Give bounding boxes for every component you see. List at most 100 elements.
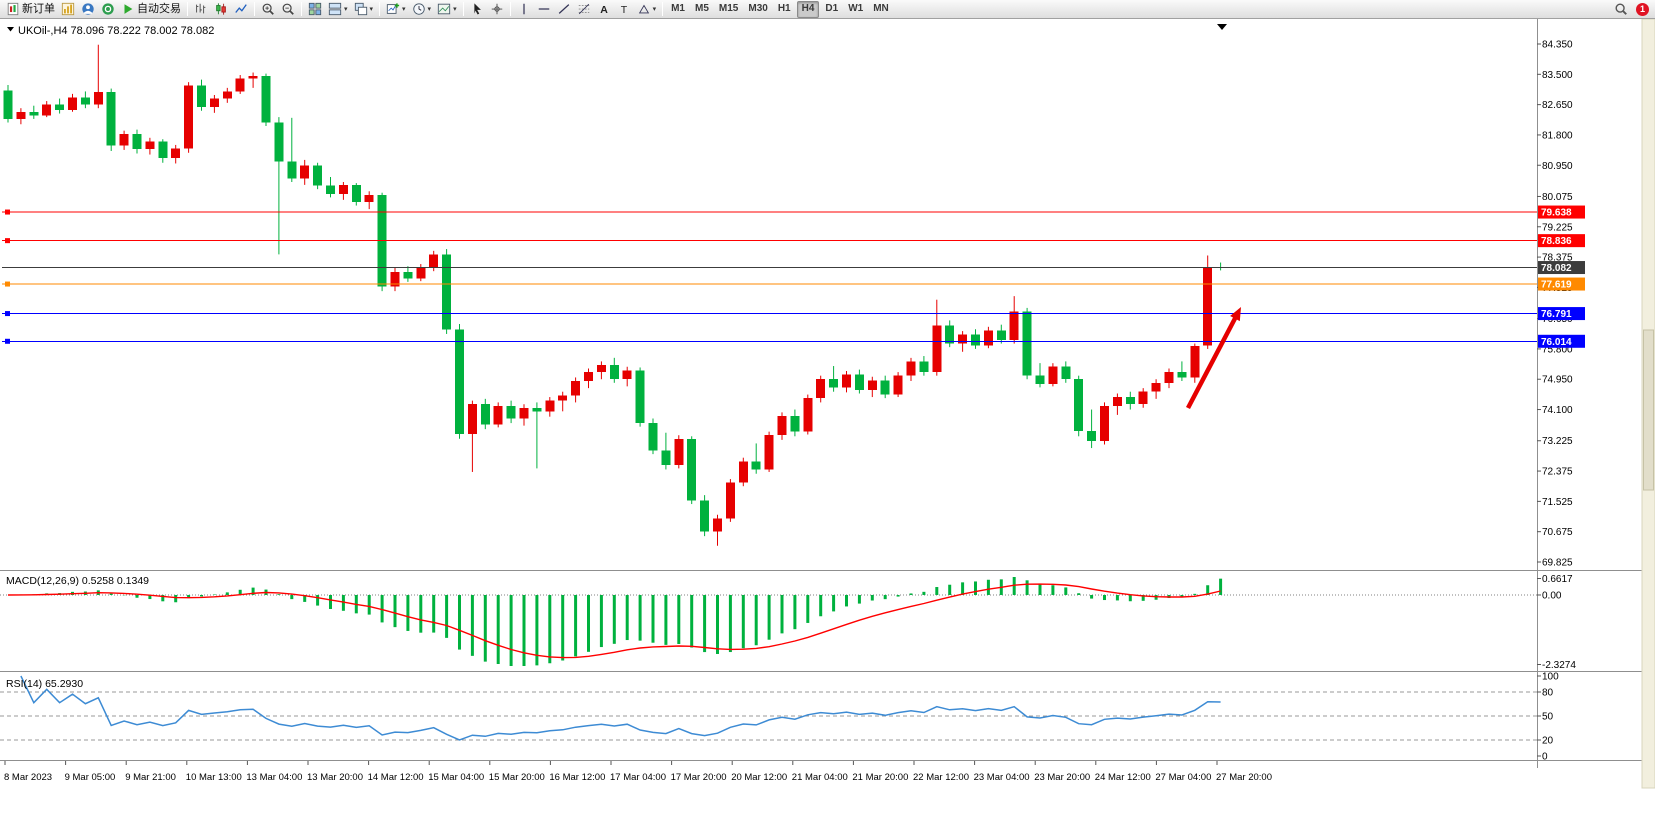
cursor-button[interactable] — [468, 1, 486, 18]
line-chart-button[interactable] — [232, 1, 250, 18]
notification-badge[interactable]: 1 — [1636, 2, 1649, 16]
timeframe-h4-label: H4 — [801, 3, 815, 14]
chart-shift-marker-icon[interactable] — [1217, 24, 1227, 30]
timeframe-d1[interactable]: D1 — [821, 1, 842, 18]
price-badge: 77.619 — [1538, 277, 1585, 291]
new-order-button[interactable]: 新订单 — [4, 1, 57, 18]
chart-columns-icon — [61, 2, 75, 16]
charts-button[interactable] — [59, 1, 77, 18]
cursor-icon — [470, 2, 484, 16]
svg-text:75.800: 75.800 — [1542, 344, 1573, 355]
timeframe-m30[interactable]: M30 — [744, 1, 771, 18]
crosshair-icon — [490, 2, 504, 16]
timeframe-d1-label: D1 — [825, 3, 839, 14]
timeframe-m1-label: M1 — [671, 3, 685, 14]
svg-text:73.225: 73.225 — [1542, 436, 1573, 447]
one-click-trading-collapse-icon[interactable] — [7, 27, 14, 32]
line-handle[interactable] — [5, 311, 10, 317]
svg-text:15 Mar 20:00: 15 Mar 20:00 — [489, 772, 545, 783]
profile-button[interactable] — [79, 1, 97, 18]
vline-icon — [517, 2, 531, 16]
autotrading-button[interactable]: 自动交易 — [119, 1, 183, 18]
svg-text:0.6617: 0.6617 — [1542, 574, 1573, 585]
toolbar-separator — [662, 2, 664, 16]
macd-panel: MACD(12,26,9) 0.5258 0.1349 0.6617 0.00 -2.… — [0, 574, 1576, 671]
search-icon — [1614, 2, 1628, 16]
timeframe-h1[interactable]: H1 — [774, 1, 795, 18]
svg-text:A: A — [600, 4, 608, 16]
timeframe-w1[interactable]: W1 — [844, 1, 867, 18]
svg-text:83.500: 83.500 — [1542, 70, 1573, 81]
text-button[interactable]: A — [595, 1, 613, 18]
svg-text:21 Mar 20:00: 21 Mar 20:00 — [852, 772, 908, 783]
timeframe-h4[interactable]: H4 — [796, 0, 820, 18]
svg-text:9 Mar 21:00: 9 Mar 21:00 — [125, 772, 176, 783]
line-handle[interactable] — [5, 338, 10, 344]
line-handle[interactable] — [5, 238, 10, 244]
tile-windows-button[interactable] — [306, 1, 324, 18]
dropdown-caret-icon: ▾ — [453, 5, 457, 13]
arrange-windows-icon — [328, 2, 342, 16]
chart-area[interactable]: 84.350 83.500 82.650 81.800 80.950 80.075 79.2… — [0, 19, 1655, 825]
cascade-windows-button[interactable]: ▾ — [352, 1, 376, 18]
candlestick-button[interactable] — [212, 1, 230, 18]
new-chart-button[interactable]: ▾ — [384, 1, 408, 18]
horizontal-line[interactable]: 78.836 — [2, 234, 1585, 248]
price-badge: 78.082 — [1538, 261, 1585, 275]
timeframe-m15[interactable]: M15 — [715, 1, 742, 18]
price-badge: 76.791 — [1538, 307, 1585, 321]
zoom-in-button[interactable] — [259, 1, 277, 18]
toolbar-separator — [301, 2, 302, 16]
toolbar-separator — [254, 2, 255, 16]
timeframe-w1-label: W1 — [848, 3, 864, 14]
crosshair-button[interactable] — [488, 1, 506, 18]
line-handle[interactable] — [5, 209, 10, 215]
line-handle[interactable] — [5, 281, 10, 287]
price-badge: 76.014 — [1538, 334, 1585, 348]
toolbar-right: 1 — [1611, 1, 1652, 18]
price-badge: 79.638 — [1538, 205, 1585, 219]
label-button[interactable]: T — [615, 1, 633, 18]
arrange-windows-button[interactable]: ▾ — [326, 1, 350, 18]
new-order-icon — [6, 2, 20, 16]
price-badge: 78.836 — [1538, 234, 1585, 248]
svg-text:80.075: 80.075 — [1542, 192, 1573, 203]
price-axis: 84.350 83.500 82.650 81.800 80.950 80.075 79.2… — [1537, 40, 1573, 569]
svg-text:74.100: 74.100 — [1542, 405, 1573, 416]
macd-label: MACD(12,26,9) 0.5258 0.1349 — [6, 575, 149, 587]
timeframe-mn[interactable]: MN — [869, 1, 893, 18]
period-button[interactable]: ▾ — [410, 1, 434, 18]
shapes-button[interactable]: ▾ — [635, 1, 659, 18]
arrow-annotation[interactable] — [1186, 307, 1241, 410]
svg-text:24 Mar 12:00: 24 Mar 12:00 — [1095, 772, 1151, 783]
symbol-search-button[interactable] — [1612, 1, 1630, 18]
trendline-button[interactable] — [555, 1, 573, 18]
horizontal-line[interactable]: 77.619 — [2, 277, 1585, 291]
timeframe-m5-label: M5 — [695, 3, 709, 14]
horizontal-line[interactable]: 76.791 — [2, 307, 1585, 321]
bar-chart-button[interactable] — [192, 1, 210, 18]
dropdown-caret-icon: ▾ — [369, 5, 374, 13]
label-icon: T — [617, 2, 631, 16]
horizontal-line-button[interactable] — [535, 1, 553, 18]
autotrade-icon — [121, 2, 135, 16]
dropdown-caret-icon: ▾ — [652, 5, 657, 13]
horizontal-line[interactable]: 76.014 — [2, 334, 1585, 348]
svg-text:15 Mar 04:00: 15 Mar 04:00 — [428, 772, 484, 783]
svg-text:13 Mar 04:00: 13 Mar 04:00 — [246, 772, 302, 783]
svg-text:9 Mar 05:00: 9 Mar 05:00 — [65, 772, 116, 783]
template-button[interactable]: ▾ — [435, 1, 459, 18]
zoom-out-button[interactable] — [279, 1, 297, 18]
new-order-button-label: 新订单 — [22, 2, 55, 15]
horizontal-line[interactable]: 79.638 — [2, 205, 1585, 219]
candlesticks — [3, 44, 1226, 546]
scrollbar-thumb[interactable] — [1643, 329, 1654, 491]
timeframe-m5[interactable]: M5 — [691, 1, 713, 18]
fibonacci-button[interactable] — [575, 1, 593, 18]
svg-text:100: 100 — [1542, 672, 1559, 683]
timeframe-m1[interactable]: M1 — [667, 1, 689, 18]
community-button[interactable] — [99, 1, 117, 18]
svg-text:0: 0 — [1542, 752, 1548, 763]
toolbar-separator — [187, 2, 188, 16]
vertical-line-button[interactable] — [515, 1, 533, 18]
